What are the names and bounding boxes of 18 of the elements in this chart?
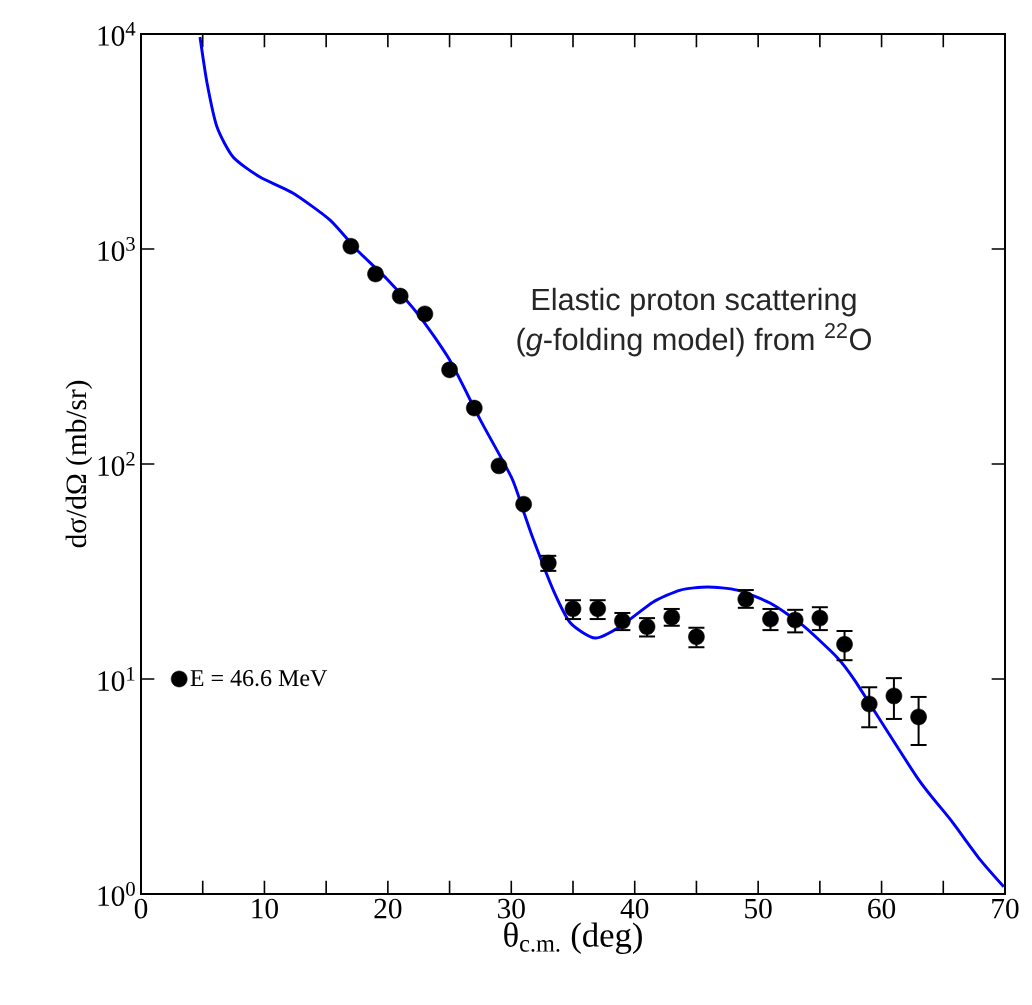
x-tick-label: 30: [498, 898, 525, 919]
y-tick-label: 10$^{1}$: [98, 667, 135, 691]
x-tick-label: 60: [868, 898, 896, 919]
y-tick-label: 10$^{3}$: [98, 237, 135, 261]
x-tick-label: 0: [134, 898, 148, 919]
x-tick-label: 10: [252, 898, 278, 919]
x-tick-label: 40: [620, 898, 649, 919]
annotation: (g-folding model) from $^{22}$O: [517, 322, 871, 357]
legend-label: E = 46.6 MeV: [190, 670, 328, 687]
y-tick-label: 10$^{2}$: [98, 452, 135, 476]
x-tick-label: 20: [374, 898, 402, 919]
x-axis-title: θ$_{c.m.}$ (deg): [504, 922, 642, 955]
annotation: Elastic proton scattering: [532, 287, 856, 317]
y-tick-label: 10$^{0}$: [98, 882, 135, 906]
y-tick-label: 10$^{4}$: [98, 22, 136, 46]
y-axis-title: dσ/dΩ (mb/sr): [65, 380, 93, 548]
x-tick-label: 50: [745, 898, 772, 919]
x-tick-label: 70: [992, 898, 1019, 919]
